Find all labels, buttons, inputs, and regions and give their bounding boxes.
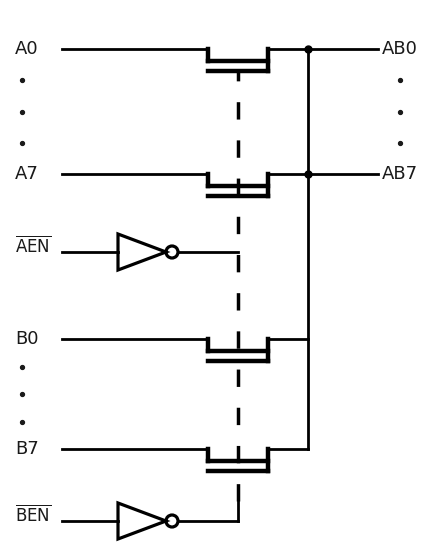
Text: B7: B7 [15, 440, 39, 458]
Text: A0: A0 [15, 40, 38, 58]
Text: AB7: AB7 [382, 165, 418, 183]
Text: AB0: AB0 [382, 40, 418, 58]
Text: B0: B0 [15, 330, 38, 348]
Text: A7: A7 [15, 165, 39, 183]
Text: $\overline{\mathsf{BEN}}$: $\overline{\mathsf{BEN}}$ [15, 505, 51, 525]
Text: $\overline{\mathsf{AEN}}$: $\overline{\mathsf{AEN}}$ [15, 235, 51, 257]
